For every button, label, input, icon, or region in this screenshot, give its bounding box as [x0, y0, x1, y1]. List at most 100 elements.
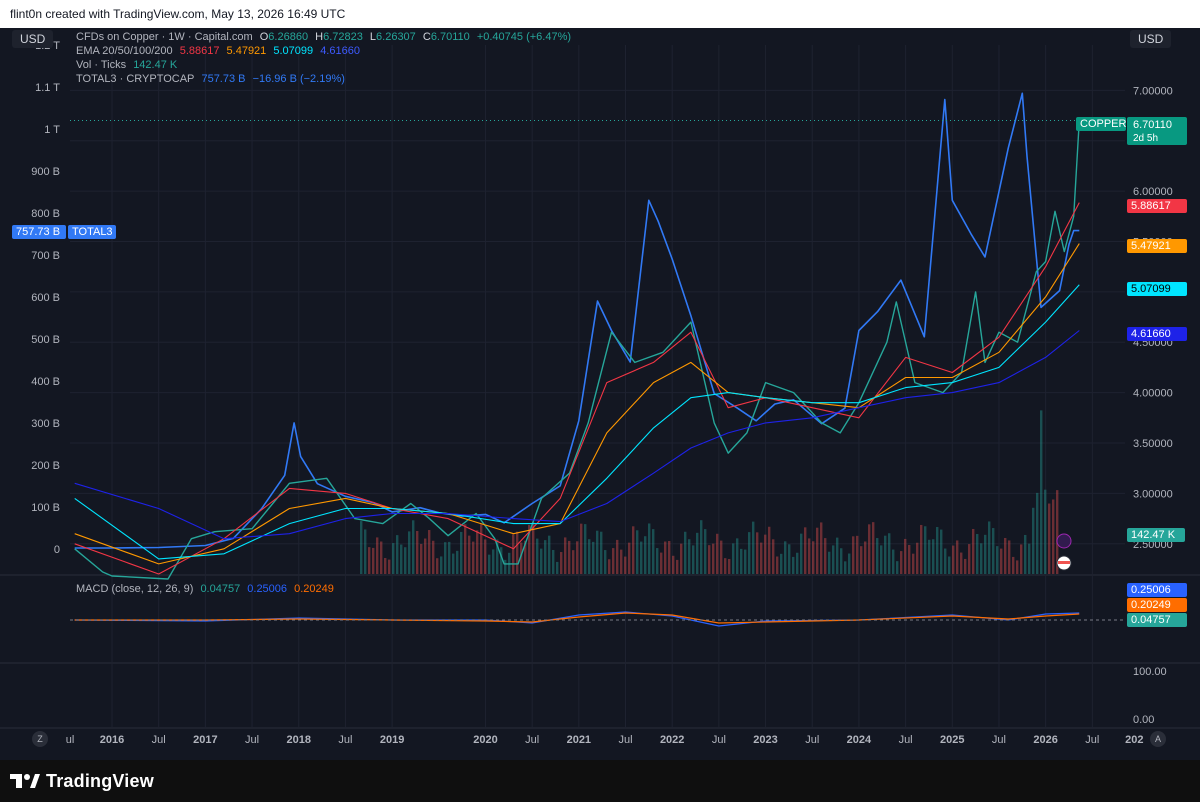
volume-bar	[996, 546, 999, 574]
right-axis-tick: 3.00000	[1133, 488, 1173, 500]
volume-bar	[772, 539, 775, 574]
brand-text: TradingView	[46, 770, 154, 791]
credit-text: flint0n created with TradingView.com, Ma…	[10, 7, 346, 21]
macd-line-badge-bg	[1127, 613, 1187, 627]
volume-bar	[480, 524, 483, 574]
legend-low: 6.26307	[376, 31, 416, 43]
volume-bar	[504, 559, 507, 574]
time-axis-tick: Jul	[899, 734, 913, 746]
volume-bar	[764, 534, 767, 574]
volume-bar	[812, 541, 815, 574]
legend-total3-row[interactable]: TOTAL3 · CRYPTOCAP 757.73 B −16.96 B (−2…	[76, 73, 349, 85]
volume-bar	[736, 538, 739, 574]
volume-bar	[716, 533, 719, 574]
volume-bar	[980, 543, 983, 574]
volume-bar	[824, 538, 827, 574]
volume-bar	[864, 541, 867, 574]
volume-bar	[724, 558, 727, 574]
top-bar: flint0n created with TradingView.com, Ma…	[0, 0, 1200, 28]
volume-bar	[500, 547, 503, 574]
left-axis-tick: 600 B	[31, 292, 60, 304]
volume-bar	[760, 542, 763, 574]
volume-bar	[512, 534, 515, 574]
volume-bar	[372, 547, 375, 574]
volume-bar	[828, 551, 831, 574]
volume-bar	[520, 542, 523, 574]
volume-bar	[1036, 492, 1039, 574]
legend-volume-row[interactable]: Vol · Ticks 142.47 K	[76, 59, 181, 71]
volume-bar	[848, 553, 851, 574]
volume-bar	[540, 548, 543, 574]
volume-bar	[792, 556, 795, 574]
legend-symbol-row[interactable]: CFDs on Copper · 1W · Capital.com O6.268…	[76, 31, 575, 43]
volume-bar	[1048, 503, 1051, 574]
series-line-ema-20	[74, 202, 1080, 575]
volume-bar	[788, 544, 791, 574]
volume-bar	[968, 544, 971, 574]
volume-bar	[568, 540, 571, 574]
volume-bar	[940, 529, 943, 574]
currency-right-button[interactable]: USD	[1130, 30, 1172, 48]
volume-bar	[432, 540, 435, 574]
volume-bar	[460, 531, 463, 574]
volume-bar	[876, 538, 879, 574]
volume-bar	[620, 549, 623, 574]
copper-price-badge-bg	[1127, 117, 1187, 145]
left-axis-tick: 0	[54, 544, 60, 556]
time-axis-tick: 2022	[660, 734, 684, 746]
volume-bar	[844, 561, 847, 574]
legend-total3-change: −16.96 B (−2.19%)	[252, 73, 345, 85]
zoom-reset-button[interactable]: Z	[32, 731, 48, 747]
time-axis-tick: 2023	[753, 734, 777, 746]
right-axis-tick: 3.50000	[1133, 438, 1173, 450]
volume-bar	[748, 532, 751, 574]
legend-ema-row[interactable]: EMA 20/50/100/200 5.88617 5.47921 5.0709…	[76, 45, 364, 57]
volume-bar	[388, 559, 391, 574]
legend-low-label: L	[369, 31, 377, 43]
volume-bar	[376, 537, 379, 574]
total3-label-badge: TOTAL3	[72, 226, 113, 238]
volume-bar	[912, 553, 915, 574]
volume-bar	[672, 555, 675, 574]
volume-bar	[952, 545, 955, 574]
volume-bar	[756, 532, 759, 574]
volume-bar	[768, 526, 771, 574]
chart-frame	[0, 28, 1200, 760]
copper-label-badge-bg	[1076, 117, 1126, 131]
left-axis-tick: 1.1 T	[35, 82, 60, 94]
time-axis-tick: 2026	[1033, 734, 1057, 746]
copper-label-badge: COPPER	[1080, 118, 1127, 130]
total3-label-badge-bg	[68, 225, 116, 239]
volume-bar	[584, 524, 587, 574]
legend-macd-row[interactable]: MACD (close, 12, 26, 9) 0.04757 0.25006 …	[76, 583, 338, 595]
volume-bar	[796, 552, 799, 574]
legend-ema200: 4.61660	[320, 45, 360, 57]
volume-bar	[364, 529, 367, 574]
volume-bar	[800, 533, 803, 574]
volume-bar	[1004, 537, 1007, 574]
volume-bar	[956, 540, 959, 574]
series-line-total3-cryptocap	[74, 92, 1080, 549]
time-axis-tick: Jul	[525, 734, 539, 746]
volume-bar	[720, 540, 723, 574]
right-axis-tick: 4.00000	[1133, 388, 1173, 400]
chart-canvas[interactable]: 7.000006.500006.000005.500005.000004.500…	[0, 0, 1200, 760]
volume-bar	[880, 545, 883, 574]
volume-bar	[668, 540, 671, 574]
volume-bar	[1028, 543, 1031, 574]
currency-left-button[interactable]: USD	[12, 30, 54, 48]
volume-bar	[472, 541, 475, 574]
legend-high-label: H	[315, 31, 324, 43]
volume-bar	[984, 534, 987, 574]
volume-bar	[780, 553, 783, 574]
volume-bar	[972, 528, 975, 574]
volume-bar	[424, 538, 427, 574]
left-axis-tick: 800 B	[31, 208, 60, 220]
left-axis-tick: 200 B	[31, 460, 60, 472]
volume-bar	[872, 522, 875, 574]
legend-ema-label: EMA 20/50/100/200	[76, 45, 173, 57]
auto-scale-button[interactable]: A	[1150, 731, 1166, 747]
volume-bar	[896, 561, 899, 574]
volume-bar	[384, 558, 387, 574]
macd-axis-tick: 100.00	[1133, 666, 1167, 678]
